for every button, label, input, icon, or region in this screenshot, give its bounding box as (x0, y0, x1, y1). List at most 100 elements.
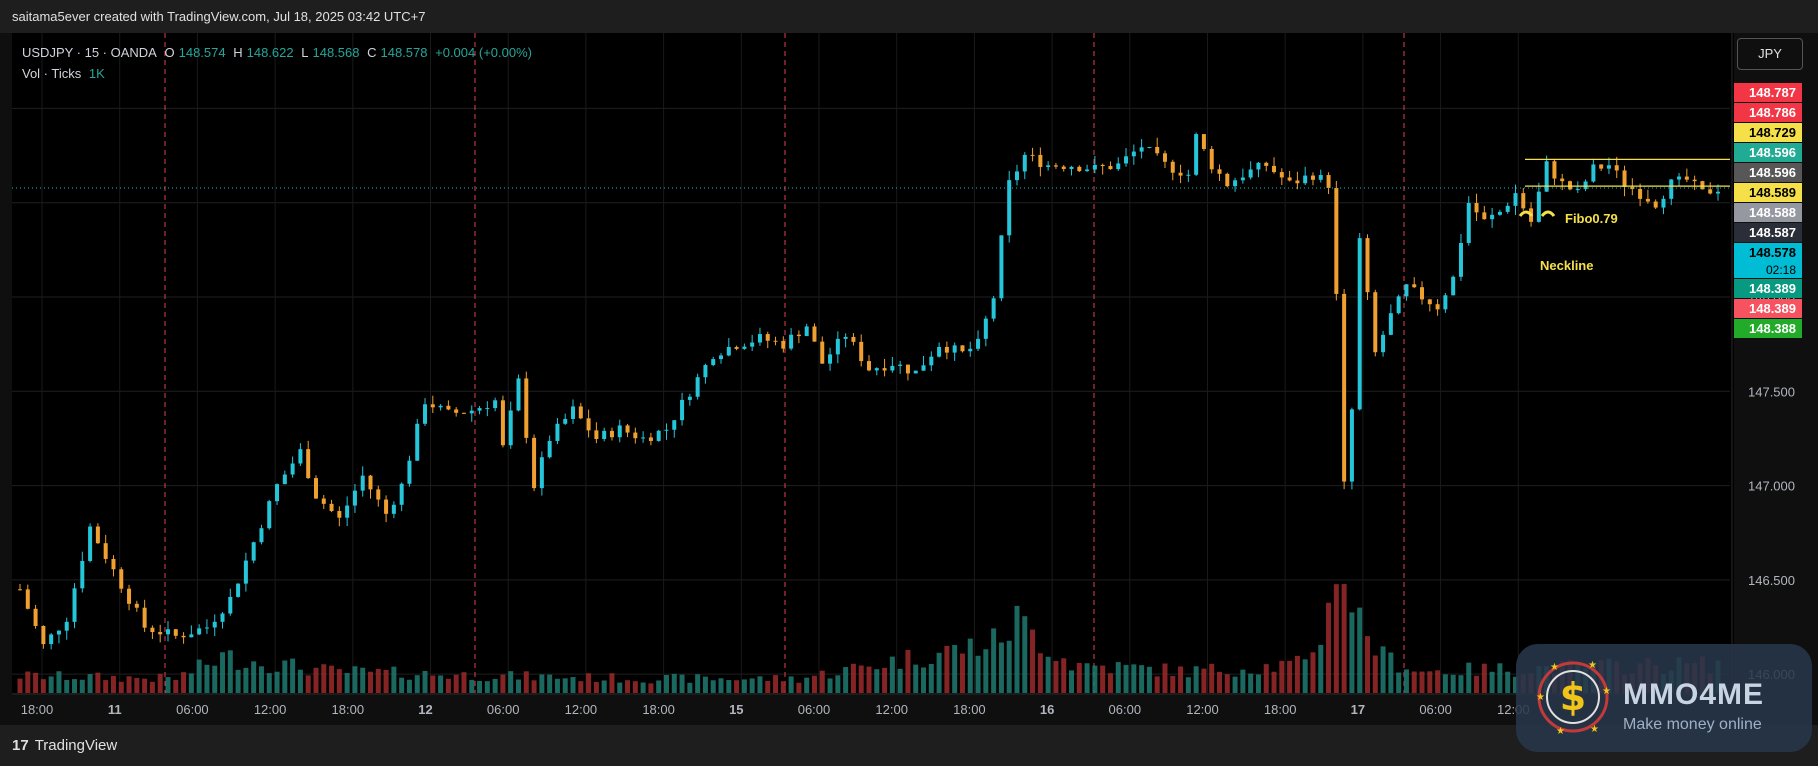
volume-bar (578, 681, 584, 693)
candle-body (1201, 134, 1206, 149)
candle-body (142, 607, 147, 628)
candle-body (41, 625, 46, 645)
volume-bar (531, 680, 537, 693)
change-value: +0.004 (+0.00%) (435, 45, 532, 60)
candle-body (103, 543, 108, 559)
volume-bar (952, 645, 958, 693)
currency-button[interactable]: JPY (1737, 38, 1803, 70)
countdown-label: 02:18 (1766, 263, 1796, 277)
volume-bar (469, 679, 475, 693)
candle-body (1606, 165, 1611, 169)
tradingview-logo[interactable]: 17 TradingView (12, 737, 117, 754)
volume-bar (975, 655, 981, 693)
time-tick-label: 06:00 (176, 702, 209, 717)
time-tick-label: 06:00 (1109, 702, 1142, 717)
candle-body (1583, 181, 1588, 190)
volume-bar (64, 679, 70, 693)
volume-bar (508, 671, 514, 693)
bottom-bar (0, 725, 1818, 766)
candle-body (1427, 299, 1432, 305)
volume-bar (601, 680, 607, 693)
candle-body (711, 359, 716, 366)
mmo4me-watermark: $ ★ ★ ★ ★ ★ ★ MMO4ME Make money online (1516, 644, 1812, 752)
candle-body (539, 457, 544, 489)
time-tick-label: 12 (418, 702, 432, 717)
candle-body (1388, 313, 1393, 335)
candle-body (1381, 334, 1386, 353)
candle-body (882, 368, 887, 371)
volume-value: 1K (88, 66, 105, 81)
volume-label[interactable]: Vol · Ticks (22, 66, 82, 81)
volume-bar (329, 665, 335, 693)
volume-bar (1092, 665, 1098, 693)
candle-body (407, 460, 412, 484)
candle-body (415, 423, 420, 461)
candle-body (843, 336, 848, 339)
candle-body (306, 449, 311, 479)
candle-body (1014, 171, 1019, 181)
volume-bar (243, 667, 249, 693)
volume-bar (609, 673, 615, 693)
volume-bar (1162, 663, 1168, 693)
svg-text:★: ★ (1550, 662, 1559, 673)
candle-body (594, 430, 599, 439)
volume-bar (515, 679, 521, 693)
candle-body (641, 437, 646, 439)
candle-body (228, 596, 233, 614)
volume-bar (336, 669, 342, 693)
candle-body (173, 629, 178, 636)
candle-body (1552, 161, 1557, 179)
price-label-box (1734, 183, 1802, 202)
volume-bar (882, 667, 888, 693)
candle-body (1451, 276, 1456, 296)
candle-body (516, 378, 521, 411)
volume-bar (1185, 677, 1191, 693)
candle-body (937, 346, 942, 357)
volume-bar (1396, 672, 1402, 693)
volume-bar (1139, 665, 1145, 693)
price-label-text: 148.588 (1749, 205, 1796, 220)
close-label: C (367, 45, 377, 60)
volume-bar (1170, 675, 1176, 693)
candle-body (1412, 284, 1417, 288)
candle-body (586, 418, 591, 431)
candle-body (1591, 164, 1596, 182)
candle-body (469, 410, 474, 414)
time-tick-label: 06:00 (1419, 702, 1452, 717)
candle-body (952, 345, 957, 353)
candle-body (485, 408, 490, 410)
candle-body (158, 632, 163, 635)
candle-body (804, 326, 809, 337)
volume-bar (1240, 669, 1246, 693)
volume-bar (492, 678, 498, 693)
candle-body (321, 498, 326, 504)
symbol-name[interactable]: USDJPY · 15 · OANDA (22, 45, 157, 60)
candles (18, 132, 1720, 650)
volume-bar (1100, 665, 1106, 693)
volume-bar (1069, 670, 1075, 693)
price-label-text: 148.596 (1749, 165, 1796, 180)
volume-bar (1263, 664, 1269, 693)
candle-body (734, 346, 739, 349)
volume-bar (1107, 673, 1113, 693)
candle-body (1295, 180, 1300, 184)
candle-body (1240, 177, 1245, 181)
candle-body (1131, 151, 1136, 157)
volume-bar (671, 673, 677, 693)
volume-bar (998, 642, 1004, 693)
candle-body (95, 526, 100, 544)
close-value: 148.578 (380, 45, 428, 60)
open-label: O (164, 45, 175, 60)
volume-bar (188, 673, 194, 693)
volume-bar (95, 672, 101, 693)
price-label-text: 148.787 (1749, 85, 1796, 100)
candle-body (493, 400, 498, 409)
candle-body (1653, 201, 1658, 208)
volume-bar (843, 667, 849, 693)
volume-bar (983, 649, 989, 693)
time-axis[interactable]: 18:00 11 06:00 12:00 18:00 12 06:00 12:00 18:00 1… (12, 693, 1730, 717)
volume-bar (1123, 664, 1129, 693)
candle-body (25, 589, 30, 609)
volume-bar (422, 670, 428, 693)
candle-body (968, 348, 973, 352)
